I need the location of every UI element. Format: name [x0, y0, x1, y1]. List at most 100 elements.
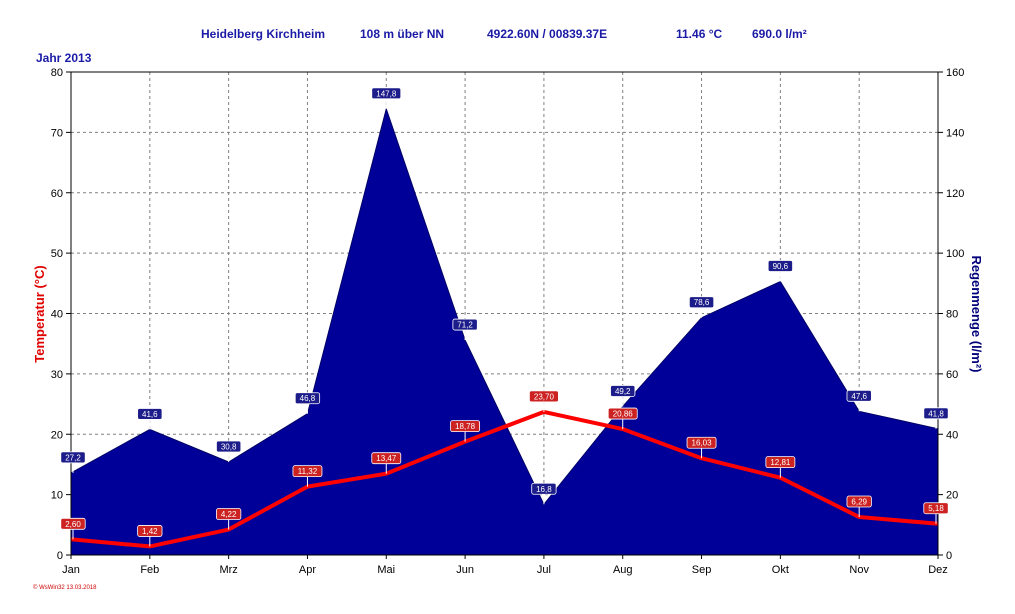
rain-data-label-text: 78,6	[694, 298, 710, 307]
left-tick-label: 80	[51, 67, 63, 79]
rain-data-label-text: 47,6	[851, 392, 867, 401]
temp-data-label-text: 20,86	[613, 410, 634, 419]
footer-note: © WsWin32 13.03.2018	[33, 584, 97, 591]
rain-data-label-text: 71,2	[457, 321, 473, 330]
left-tick-label: 70	[51, 127, 63, 139]
left-tick-label: 40	[51, 309, 63, 321]
left-tick-label: 10	[51, 490, 63, 502]
temp-data-label: 2,60	[60, 517, 86, 540]
rain-data-label: 90,6	[767, 260, 793, 282]
year-label: Jahr 2013	[36, 51, 92, 65]
temperature-line	[70, 409, 939, 549]
right-tick-label: 0	[946, 550, 952, 562]
rain-data-label-text: 41,8	[928, 409, 944, 418]
left-tick-label: 30	[51, 369, 63, 381]
temp-data-label-text: 23,70	[534, 392, 555, 401]
temp-data-label-text: 13,47	[376, 454, 397, 463]
rain-data-label-text: 49,2	[615, 387, 631, 396]
rain-data-label-box	[452, 318, 478, 331]
temp-data-label-text: 1,42	[142, 527, 158, 536]
rain-data-label: 147,8	[371, 87, 402, 109]
right-tick-label: 40	[946, 429, 958, 441]
right-tick-label: 60	[946, 369, 958, 381]
x-tick-label: Sep	[692, 564, 712, 576]
rain-data-label: 71,2	[452, 318, 478, 341]
x-tick-label: Okt	[772, 564, 789, 576]
x-tick-label: Aug	[613, 564, 633, 576]
rain-data-label: 30,8	[216, 440, 242, 463]
data-label-layer: 27,2 41,6 30,8 46,8 147,8 71,2 16,8 49,2 78,6 90,…	[60, 87, 949, 547]
temp-data-label: 18,78	[450, 420, 480, 442]
temp-data-label: 5,18	[923, 502, 949, 524]
left-tick-label: 60	[51, 188, 63, 200]
left-tick-label: 0	[57, 550, 63, 562]
x-tick-label: Jul	[537, 564, 551, 576]
coordinates-text: 4922.60N / 00839.37E	[487, 27, 607, 41]
temp-data-label-text: 18,78	[455, 422, 476, 431]
temp-data-label-box	[450, 420, 480, 433]
right-tick-label: 160	[946, 67, 964, 79]
rain-data-label-text: 30,8	[221, 443, 237, 452]
temp-data-label-box	[607, 407, 638, 420]
x-tick-label: Jun	[456, 564, 474, 576]
temp-data-label-box	[686, 436, 717, 449]
axis-layer: 0 10 20 30 40 50 60 70 80 0 20 40 60 80 100 120 140 160 Ja…	[51, 67, 965, 576]
temp-data-label-box	[216, 508, 242, 520]
station-name: Heidelberg Kirchheim	[201, 27, 325, 41]
rain-data-label: 47,6	[846, 389, 872, 412]
temp-data-label: 1,42	[137, 525, 163, 547]
rain-data-label-box	[60, 451, 86, 464]
x-tick-label: Nov	[849, 564, 869, 576]
rain-data-label-box	[923, 407, 949, 420]
rain-data-label-text: 41,6	[142, 410, 158, 419]
temp-data-label: 20,86	[607, 407, 638, 430]
rain-data-label-text: 90,6	[773, 262, 789, 271]
temp-data-label-text: 4,22	[221, 510, 237, 519]
temp-data-label: 12,81	[765, 456, 796, 478]
rain-data-label: 41,8	[923, 407, 949, 429]
rain-data-label-box	[531, 482, 557, 495]
temperature-layer	[70, 409, 939, 549]
right-tick-label: 140	[946, 127, 964, 139]
temp-data-label-text: 2,60	[65, 520, 81, 529]
temp-data-label-box	[137, 525, 163, 537]
temp-data-label-box	[371, 452, 402, 465]
total-rainfall: 690.0 l/m²	[752, 27, 807, 41]
temp-data-label: 16,03	[686, 436, 717, 459]
temp-data-label-text: 12,81	[770, 458, 791, 467]
right-tick-label: 120	[946, 188, 964, 200]
x-tick-label: Feb	[140, 564, 159, 576]
rain-data-label-text: 147,8	[376, 89, 397, 98]
rain-data-label-box	[371, 87, 402, 100]
right-tick-label: 80	[946, 309, 958, 321]
left-axis-title: Temperatur (°C)	[32, 265, 47, 362]
right-tick-label: 100	[946, 248, 964, 260]
temp-data-label-box	[846, 495, 872, 508]
temp-data-label: 13,47	[371, 452, 402, 474]
temp-data-label-text: 11,32	[298, 467, 318, 476]
altitude-text: 108 m über NN	[360, 27, 444, 41]
rain-data-label: 46,8	[294, 392, 321, 414]
temp-data-label-text: 16,03	[692, 439, 713, 448]
temp-data-label-text: 5,18	[928, 504, 944, 513]
x-tick-label: Mrz	[219, 564, 237, 576]
rain-data-label-box	[846, 389, 872, 402]
temp-data-label-box	[923, 502, 949, 515]
rain-data-label-box	[294, 392, 321, 405]
rain-data-label-text: 46,8	[300, 394, 316, 403]
temp-data-label: 6,29	[846, 495, 872, 518]
left-tick-label: 50	[51, 248, 63, 260]
rain-data-label: 27,2	[60, 451, 86, 473]
temp-data-label-box	[60, 517, 86, 530]
rain-data-label-text: 27,2	[65, 453, 81, 462]
temp-data-label-text: 6,29	[851, 498, 867, 507]
right-tick-label: 20	[946, 490, 958, 502]
x-tick-label: Mai	[377, 564, 395, 576]
rain-data-label: 41,6	[137, 408, 163, 430]
left-tick-label: 20	[51, 429, 63, 441]
rain-data-label: 16,8	[531, 482, 557, 505]
rain-data-label-box	[216, 440, 242, 453]
temp-data-label-box	[765, 456, 796, 469]
temp-data-label: 4,22	[216, 508, 242, 530]
